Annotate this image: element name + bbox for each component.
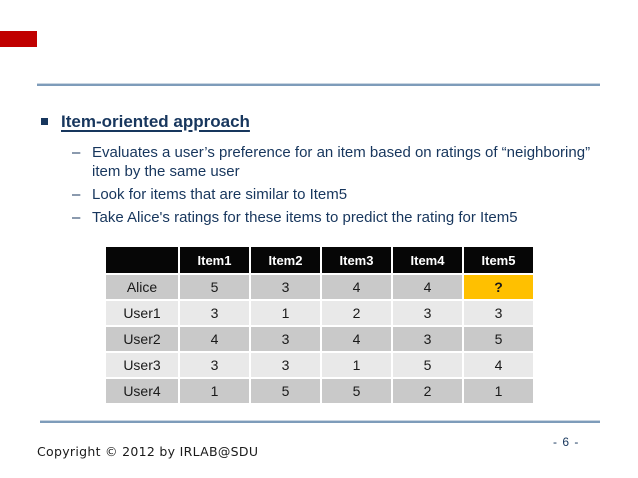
rating-cell: 5 <box>251 379 320 403</box>
dash-bullet-icon: – <box>72 209 81 226</box>
rating-cell: 3 <box>393 327 462 351</box>
table-corner-cell <box>106 247 178 273</box>
bullet-text: Look for items that are similar to Item5 <box>92 186 348 203</box>
dash-bullet-icon: – <box>72 144 81 161</box>
top-divider-line <box>37 83 600 86</box>
rating-cell: 4 <box>180 327 249 351</box>
rating-cell: 3 <box>251 327 320 351</box>
bullet-list: – Evaluates a user’s preference for an i… <box>72 143 590 227</box>
list-item: – Take Alice's ratings for these items t… <box>72 208 590 227</box>
table-header-cell: Item3 <box>322 247 391 273</box>
list-item: – Look for items that are similar to Ite… <box>72 185 590 204</box>
rating-cell: 1 <box>180 379 249 403</box>
rating-cell: 5 <box>180 275 249 299</box>
square-bullet-icon <box>41 118 48 125</box>
table-row-label: User2 <box>106 327 178 351</box>
copyright-text: Copyright © 2012 by IRLAB@SDU <box>37 444 259 459</box>
table-row-label: User1 <box>106 301 178 325</box>
rating-cell: 4 <box>322 275 391 299</box>
bullet-text: Evaluates a user’s preference for an ite… <box>92 144 591 180</box>
rating-cell: 4 <box>393 275 462 299</box>
table-header-cell: Item2 <box>251 247 320 273</box>
rating-cell: 1 <box>464 379 533 403</box>
bullet-text: Take Alice's ratings for these items to … <box>92 209 518 226</box>
dash-bullet-icon: – <box>72 186 81 203</box>
rating-cell-highlighted: ? <box>464 275 533 299</box>
table-row-label: Alice <box>106 275 178 299</box>
rating-cell: 3 <box>393 301 462 325</box>
table-header-cell: Item4 <box>393 247 462 273</box>
slide-title: Item-oriented approach <box>61 112 250 131</box>
rating-cell: 2 <box>393 379 462 403</box>
table-row-label: User3 <box>106 353 178 377</box>
table-header-cell: Item1 <box>180 247 249 273</box>
rating-cell: 2 <box>322 301 391 325</box>
rating-cell: 3 <box>180 301 249 325</box>
bottom-divider-line <box>40 420 600 423</box>
rating-cell: 4 <box>464 353 533 377</box>
rating-cell: 3 <box>251 275 320 299</box>
title-row: Item-oriented approach <box>41 111 590 133</box>
rating-cell: 4 <box>322 327 391 351</box>
slide-body: Item-oriented approach – Evaluates a use… <box>41 111 590 231</box>
ratings-table: Item1 Item2 Item3 Item4 Item5 Alice 5 3 4 4? User1… <box>106 247 533 403</box>
slide-accent-bar <box>0 31 37 47</box>
rating-cell: 5 <box>393 353 462 377</box>
table-row-label: User4 <box>106 379 178 403</box>
table-header-cell: Item5 <box>464 247 533 273</box>
rating-cell: 5 <box>322 379 391 403</box>
rating-cell: 3 <box>464 301 533 325</box>
rating-cell: 3 <box>180 353 249 377</box>
rating-cell: 3 <box>251 353 320 377</box>
rating-cell: 1 <box>251 301 320 325</box>
list-item: – Evaluates a user’s preference for an i… <box>72 143 590 181</box>
rating-cell: 5 <box>464 327 533 351</box>
page-number: - 6 - <box>553 435 580 449</box>
rating-cell: 1 <box>322 353 391 377</box>
